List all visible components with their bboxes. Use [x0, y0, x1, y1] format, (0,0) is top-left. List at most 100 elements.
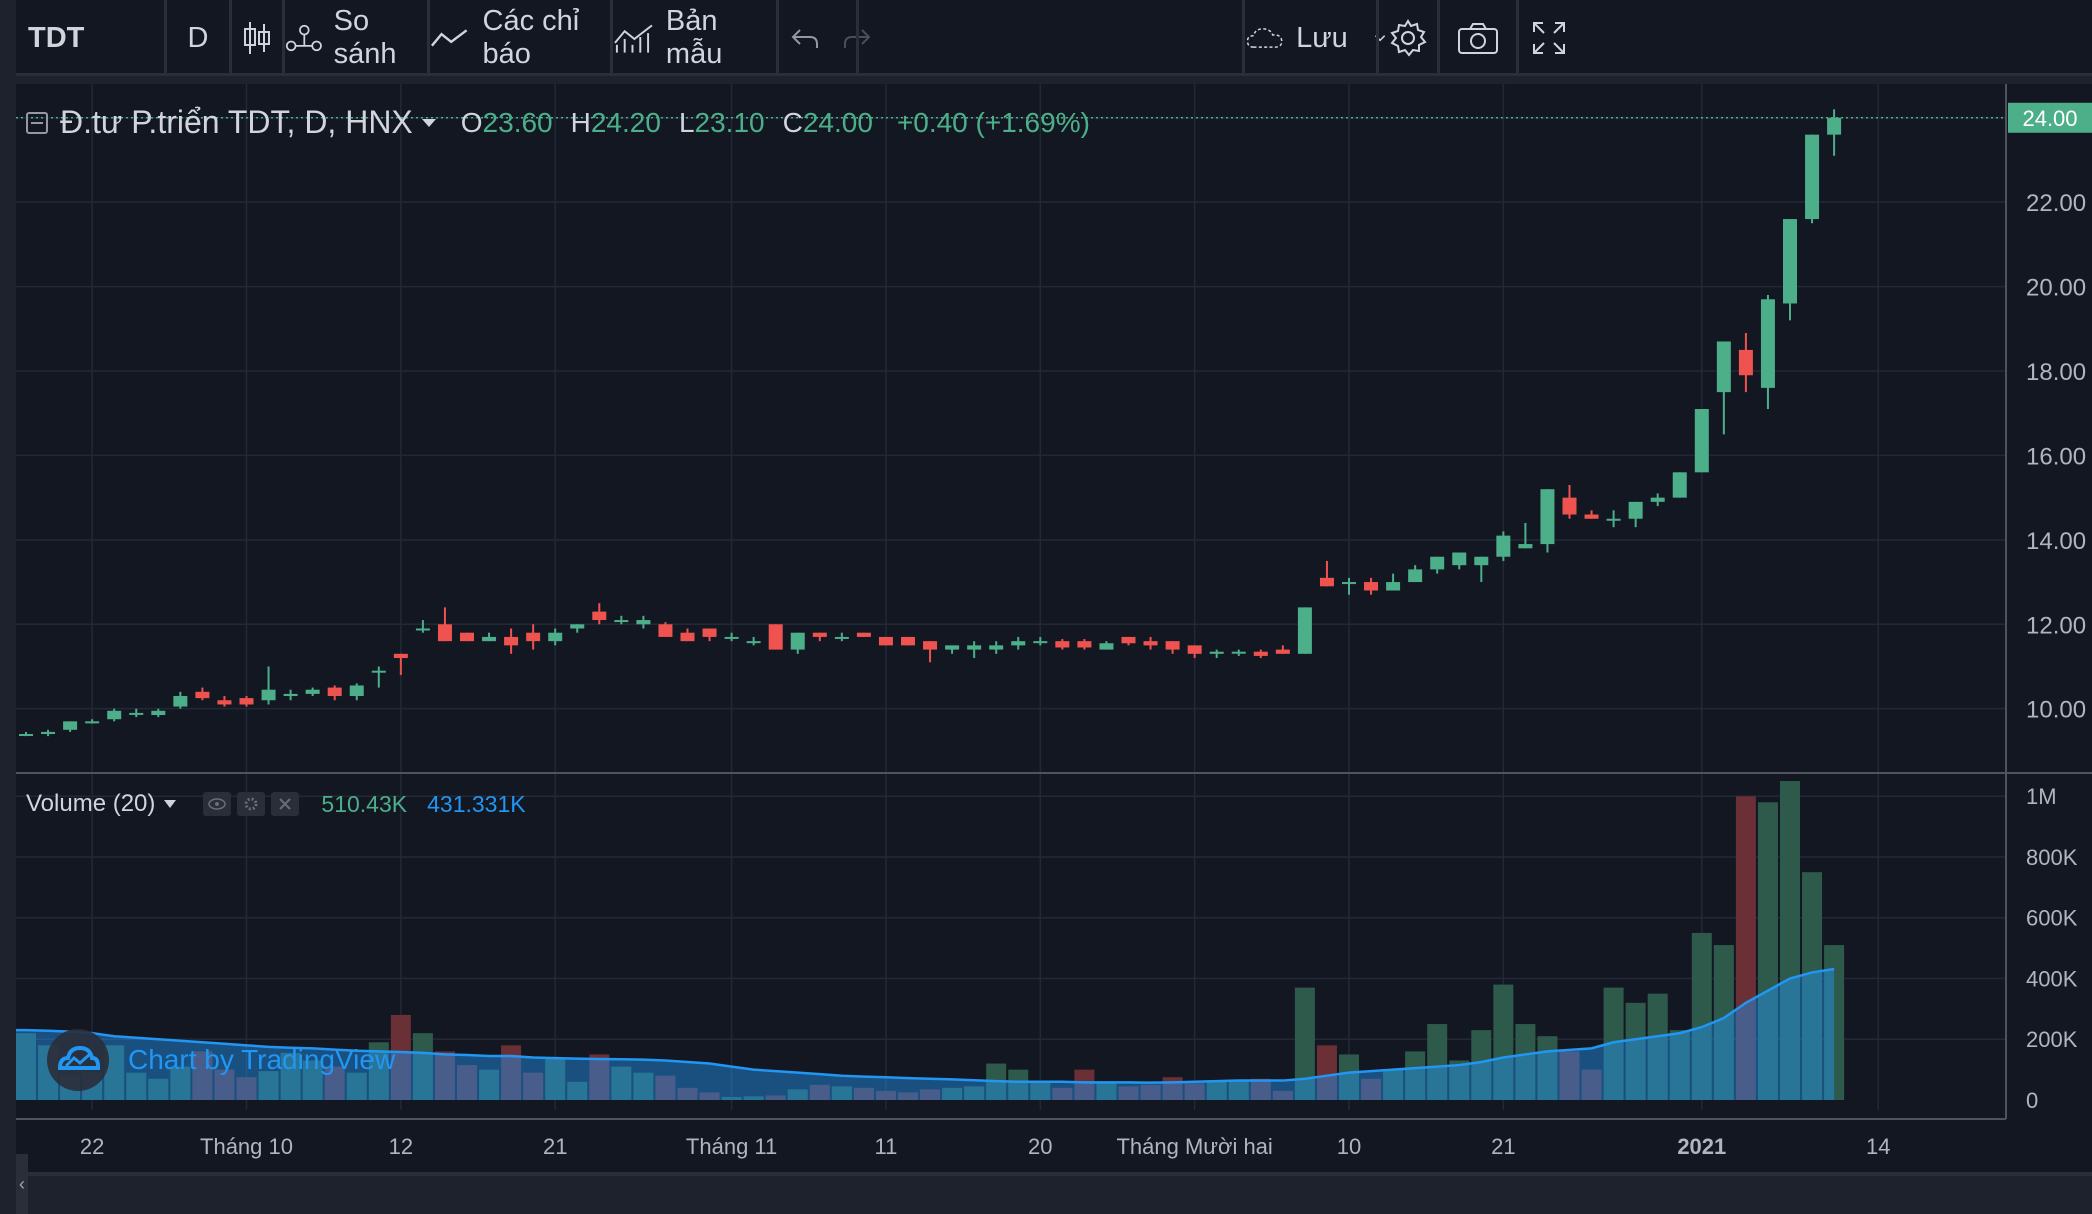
- price-tick-label: 12.00: [2026, 612, 2086, 639]
- tradingview-watermark[interactable]: Chart by TradingView: [46, 1028, 395, 1092]
- candle-body: [1452, 552, 1467, 566]
- candle-body: [1672, 472, 1687, 498]
- volume-bar: [126, 1072, 147, 1100]
- volume-bar: [1713, 945, 1734, 1100]
- candle-body: [1297, 607, 1312, 654]
- candles-icon: [244, 22, 270, 54]
- candle-body: [1121, 636, 1136, 644]
- low-label: L: [678, 106, 695, 138]
- volume-tick-label: 800K: [2026, 845, 2078, 870]
- volume-bar: [479, 1069, 500, 1100]
- candle-body: [1319, 577, 1334, 587]
- eye-icon[interactable]: [203, 792, 232, 816]
- volume-bar: [1272, 1090, 1293, 1100]
- candle-body: [746, 641, 761, 644]
- candle-body: [1143, 641, 1158, 646]
- candle-body: [1033, 641, 1048, 644]
- candle-body: [482, 636, 497, 642]
- volume-bar: [589, 1054, 610, 1100]
- close-icon[interactable]: [271, 792, 300, 816]
- undo-button[interactable]: [779, 0, 831, 76]
- templates-label: Bản mẫu: [665, 5, 723, 70]
- candle-body: [239, 698, 254, 705]
- candle-body: [283, 693, 298, 697]
- volume-bar: [1339, 1054, 1359, 1100]
- symbol-search[interactable]: TDT: [16, 0, 178, 76]
- settings-button[interactable]: [1379, 0, 1437, 76]
- caret-down-icon[interactable]: [421, 118, 437, 128]
- candle-body: [415, 628, 430, 631]
- redo-button[interactable]: [831, 0, 883, 76]
- time-tick-label: Tháng Mười hai: [1116, 1134, 1272, 1159]
- templates-icon: [614, 24, 653, 53]
- volume-bar: [567, 1081, 588, 1100]
- volume-bar: [1294, 987, 1315, 1100]
- collapse-panel-button[interactable]: ‹: [16, 1154, 28, 1214]
- volume-bar: [1603, 987, 1624, 1100]
- candle-body: [1474, 556, 1489, 566]
- gear-icon: [1390, 19, 1427, 57]
- candle-body: [856, 632, 871, 637]
- candle-body: [1253, 651, 1268, 656]
- volume-bar: [809, 1084, 830, 1100]
- volume-ma-value: 431.331K: [427, 790, 526, 817]
- volume-title[interactable]: Volume (20): [26, 790, 156, 817]
- volume-bar: [677, 1087, 698, 1100]
- chart-area[interactable]: 10.00 12.00 14.00 16.00 18.00 20.00 22.00 0 200K…: [16, 84, 2092, 1214]
- volume-bar: [1361, 1078, 1382, 1100]
- chart-canvas[interactable]: 10.00 12.00 14.00 16.00 18.00 20.00 22.00 0 200K…: [16, 84, 2092, 1176]
- snapshot-button[interactable]: [1440, 0, 1516, 76]
- volume-bar: [16, 1033, 36, 1100]
- save-button[interactable]: Lưu: [1246, 0, 1386, 76]
- time-tick-label: Tháng 10: [200, 1134, 293, 1159]
- volume-bar: [853, 1087, 874, 1100]
- templates-button[interactable]: Bản mẫu: [613, 0, 779, 76]
- volume-bar: [236, 1077, 257, 1100]
- price-tick-label: 10.00: [2026, 697, 2086, 724]
- volume-bar: [1493, 984, 1514, 1100]
- compare-icon: [285, 24, 322, 52]
- compare-button[interactable]: So sánh: [285, 0, 427, 76]
- volume-bar: [1074, 1069, 1095, 1100]
- indicators-button[interactable]: Các chỉ báo: [430, 0, 630, 76]
- candle-body: [1694, 409, 1709, 473]
- open-value: 23.60: [482, 106, 553, 138]
- volume-ma-line: [16, 967, 1835, 1084]
- candle-body: [680, 632, 695, 642]
- volume-bar: [942, 1087, 963, 1100]
- time-tick-label: 22: [80, 1134, 104, 1159]
- last-price-label: 24.00: [2022, 106, 2077, 131]
- caret-down-icon[interactable]: [163, 799, 177, 809]
- candle-body: [768, 624, 783, 650]
- candle-body: [1364, 582, 1379, 591]
- watermark-text: Chart by TradingView: [128, 1044, 396, 1075]
- volume-bar: [1625, 1002, 1646, 1100]
- indicators-icon: [431, 29, 468, 47]
- volume-bar: [1030, 1081, 1051, 1100]
- collapse-legend-button[interactable]: [26, 111, 48, 134]
- interval-label: D: [187, 21, 209, 54]
- time-tick-label: 10: [1337, 1134, 1361, 1159]
- candle-body: [1275, 649, 1290, 654]
- chart-type-button[interactable]: [232, 0, 282, 76]
- high-label: H: [570, 106, 591, 138]
- volume-bar: [1096, 1083, 1117, 1100]
- volume-bar: [1735, 796, 1756, 1100]
- candle-body: [1430, 556, 1445, 570]
- gear-icon[interactable]: [237, 792, 266, 816]
- volume-bar: [1206, 1080, 1227, 1100]
- candle-body: [724, 636, 739, 639]
- candle-body: [349, 685, 364, 697]
- volume-bar: [1471, 1030, 1492, 1100]
- symbol-label: TDT: [28, 21, 85, 54]
- volume-bar: [611, 1066, 632, 1100]
- series-title[interactable]: Đ.tư P.triển TDT, D, HNX: [60, 104, 413, 140]
- time-tick-label: 14: [1866, 1134, 1890, 1159]
- candle-body: [1165, 641, 1180, 650]
- candle-body: [1209, 651, 1224, 654]
- candle-body: [437, 624, 452, 642]
- fullscreen-button[interactable]: [1519, 0, 1579, 76]
- volume-bar: [412, 1033, 433, 1100]
- interval-button[interactable]: D: [167, 0, 229, 76]
- candle-body: [63, 721, 78, 730]
